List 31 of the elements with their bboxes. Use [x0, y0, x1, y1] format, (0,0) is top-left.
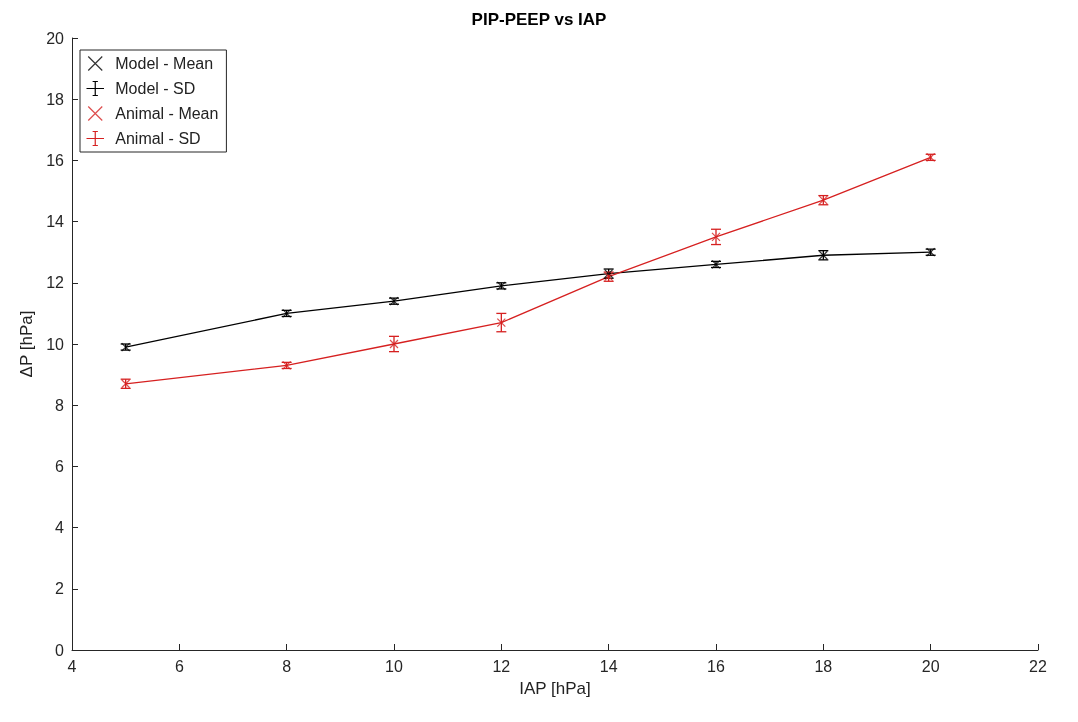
x-tick-label: 22	[1029, 657, 1047, 675]
point	[496, 317, 506, 328]
point	[389, 339, 399, 349]
chart-title: PIP-PEEP vs IAP	[471, 10, 607, 29]
y-tick-label: 10	[46, 335, 65, 353]
x-tick-label: 6	[174, 657, 184, 675]
y-tick-label: 2	[55, 580, 65, 598]
y-tick-label: 20	[46, 29, 65, 47]
y-tick-label: 6	[55, 457, 65, 475]
y-tick-label: 4	[55, 519, 65, 537]
x-tick-label: 4	[67, 657, 77, 675]
y-axis-title: ΔP [hPa]	[17, 310, 37, 378]
x-tick-label: 14	[599, 657, 618, 675]
x-tick-label: 18	[814, 657, 833, 675]
x-tick-label: 16	[707, 657, 725, 675]
y-tick-label: 12	[46, 274, 65, 292]
x-tick-label: 20	[921, 657, 940, 675]
y-tick-label: 0	[55, 641, 65, 659]
legend-label: Model - Mean	[115, 55, 214, 72]
x-axis-title: IAP [hPa]	[519, 679, 591, 698]
legend-label: Animal - Mean	[115, 105, 219, 122]
legend-label: Animal - SD	[115, 130, 201, 147]
x-tick-label: 8	[282, 657, 292, 675]
y-tick-label: 8	[55, 396, 65, 414]
legend-label: Model - SD	[115, 80, 196, 97]
y-tick-label: 16	[46, 151, 65, 169]
x-tick-label: 12	[492, 657, 511, 675]
y-tick-label: 14	[46, 213, 65, 231]
x-tick-label: 10	[385, 657, 403, 675]
y-tick-label: 18	[46, 90, 65, 108]
point	[711, 232, 721, 242]
